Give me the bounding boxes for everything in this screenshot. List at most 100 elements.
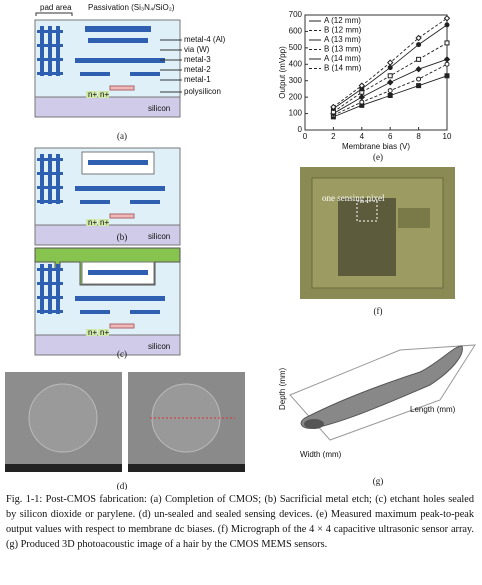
metal-1 xyxy=(130,310,160,314)
metal-4 xyxy=(85,26,151,32)
sem-images xyxy=(5,372,245,472)
micrograph xyxy=(300,167,455,299)
n-plus xyxy=(86,329,97,336)
marker xyxy=(387,93,393,98)
pad-metal xyxy=(37,282,63,285)
metal-1 xyxy=(130,200,160,204)
metal-1 xyxy=(80,200,110,204)
x-tick-label: 4 xyxy=(360,132,365,141)
marker xyxy=(415,66,422,73)
marker xyxy=(444,61,450,67)
marker xyxy=(387,65,393,71)
marker xyxy=(387,73,393,79)
pad-metal xyxy=(37,72,63,75)
metal-2 xyxy=(75,186,165,191)
panel-label: (g) xyxy=(373,476,384,486)
marker xyxy=(443,56,451,63)
metal-1 xyxy=(130,72,160,76)
metal-1 xyxy=(80,72,110,76)
layer-label: metal-3 xyxy=(184,55,211,64)
legend-label: A (13 mm) xyxy=(324,35,361,44)
n-plus-label: n+ xyxy=(100,218,109,227)
legend-label: B (14 mm) xyxy=(324,64,362,73)
marker xyxy=(415,34,422,42)
plot-frame xyxy=(304,14,448,131)
membrane xyxy=(28,383,98,453)
pad-metal xyxy=(37,172,63,175)
layer-label: polysilicon xyxy=(184,87,221,96)
pad-metal xyxy=(37,44,63,47)
array xyxy=(338,198,396,276)
marker xyxy=(416,76,422,82)
y-tick-label: 0 xyxy=(298,125,303,134)
marker xyxy=(386,79,394,86)
marker xyxy=(416,56,422,62)
marker xyxy=(444,73,450,79)
metal-1 xyxy=(80,310,110,314)
panel-label: (c) xyxy=(117,349,127,359)
pixel-box xyxy=(356,200,378,222)
pad-area-label: pad area xyxy=(40,3,72,12)
x-tick-label: 0 xyxy=(303,132,308,141)
pad-via xyxy=(56,26,60,76)
y-tick-label: 600 xyxy=(289,27,303,36)
y-tick-label: 300 xyxy=(289,76,303,85)
n-plus xyxy=(98,91,109,98)
pad-metal xyxy=(37,30,63,33)
x-tick-label: 8 xyxy=(416,132,421,141)
marker xyxy=(386,59,394,66)
hair-end xyxy=(304,419,324,429)
n-plus xyxy=(98,219,109,226)
panel-label: (b) xyxy=(117,232,128,242)
axes-box xyxy=(289,344,476,441)
polysilicon xyxy=(109,213,135,219)
n-plus-label: n+ xyxy=(88,90,97,99)
metal-3 xyxy=(88,270,148,275)
legend-label: A (14 mm) xyxy=(324,54,361,63)
marker xyxy=(416,42,422,48)
pad-via xyxy=(48,154,52,204)
pad-via xyxy=(40,154,44,204)
legend-label: B (12 mm) xyxy=(324,26,362,35)
n-plus-label: n+ xyxy=(100,328,109,337)
marker xyxy=(358,93,366,101)
x-axis-label: Membrane bias (V) xyxy=(342,142,410,151)
y-tick-label: 100 xyxy=(289,109,303,118)
marker xyxy=(358,82,366,89)
marker xyxy=(444,22,450,28)
layer-label: metal-1 xyxy=(184,75,211,84)
marker xyxy=(330,103,337,111)
marker xyxy=(387,88,393,94)
pad-via xyxy=(56,154,60,204)
x-tick-label: 2 xyxy=(331,132,336,141)
marker xyxy=(416,83,422,89)
pad-via xyxy=(56,264,60,314)
axis-label: Depth (mm) xyxy=(278,367,287,410)
silicon-label: silicon xyxy=(148,232,170,241)
panel-label: (d) xyxy=(117,481,128,490)
legend-label: A (12 mm) xyxy=(324,16,361,25)
metal-2 xyxy=(75,58,165,63)
pad-metal xyxy=(37,58,63,61)
n-plus xyxy=(86,91,97,98)
metal-3 xyxy=(88,160,148,165)
polysilicon xyxy=(109,323,135,329)
layer-label: via (W) xyxy=(184,45,210,54)
block xyxy=(398,208,430,228)
n-plus xyxy=(98,329,109,336)
pad-via xyxy=(40,264,44,314)
pad-via xyxy=(40,26,44,76)
axis-label: Length (mm) xyxy=(410,405,456,414)
panel-label: (a) xyxy=(117,131,127,141)
pad-metal xyxy=(37,158,63,161)
pad-metal xyxy=(37,200,63,203)
n-plus-label: n+ xyxy=(88,218,97,227)
metal-3 xyxy=(88,38,148,43)
n-plus-label: n+ xyxy=(100,90,109,99)
pad-bracket xyxy=(35,12,73,16)
y-tick-label: 400 xyxy=(289,59,303,68)
passivation-label: Passivation (Si₃N₄/SiO₂) xyxy=(88,3,175,12)
marker xyxy=(444,40,450,46)
n-plus xyxy=(86,219,97,226)
